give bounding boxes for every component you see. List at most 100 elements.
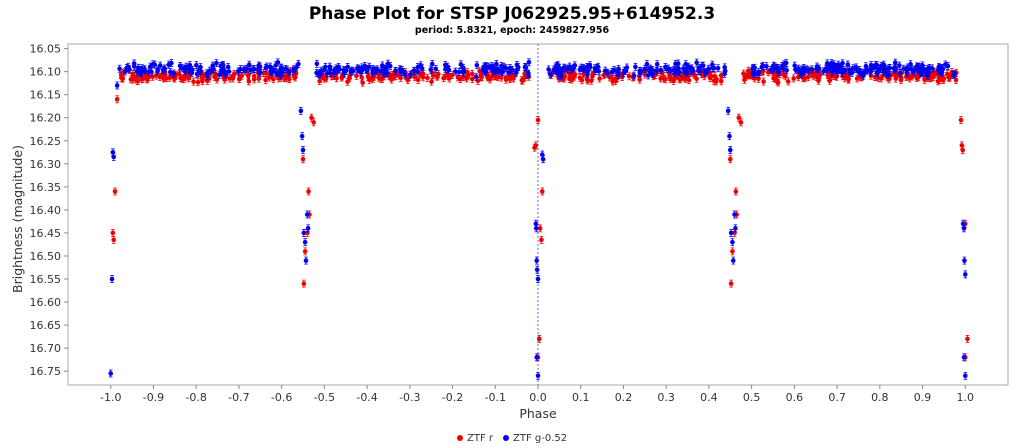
data-point <box>263 77 268 83</box>
data-point <box>752 65 758 71</box>
data-point <box>821 68 826 74</box>
data-point <box>469 76 475 82</box>
y-tick-label: 16.25 <box>30 135 62 148</box>
data-point <box>868 73 874 79</box>
data-point <box>142 66 147 72</box>
data-point <box>814 66 820 72</box>
data-point <box>108 371 114 376</box>
data-point <box>157 74 163 80</box>
data-point <box>420 71 426 77</box>
data-point <box>443 66 448 72</box>
x-tick-label: 0.3 <box>657 391 675 404</box>
data-point <box>535 117 541 123</box>
data-point <box>775 65 781 71</box>
data-point <box>829 69 835 75</box>
data-point <box>520 78 525 84</box>
data-point <box>939 69 945 75</box>
data-point <box>725 108 731 114</box>
data-point <box>534 258 540 263</box>
data-point <box>783 60 789 66</box>
data-point <box>109 276 115 282</box>
data-point <box>341 67 347 73</box>
data-point <box>730 239 735 245</box>
data-point <box>299 133 305 139</box>
data-point <box>304 212 310 217</box>
data-point <box>425 75 430 81</box>
data-point <box>715 65 721 71</box>
data-point <box>845 62 851 67</box>
data-point <box>294 65 299 70</box>
data-point <box>922 77 927 83</box>
data-point <box>733 226 738 231</box>
data-point <box>415 77 421 83</box>
data-point <box>645 73 651 78</box>
data-point <box>314 61 320 67</box>
y-tick-label: 16.55 <box>30 273 62 286</box>
data-point <box>318 68 324 74</box>
data-point <box>301 281 307 286</box>
data-point <box>853 65 859 70</box>
data-point <box>935 79 941 84</box>
data-point <box>961 226 967 231</box>
data-point <box>793 67 798 73</box>
data-point <box>675 61 681 66</box>
data-point <box>150 74 155 80</box>
data-point <box>648 70 654 75</box>
data-point <box>861 73 866 78</box>
data-point <box>835 66 841 71</box>
data-point <box>198 64 203 70</box>
data-point <box>360 67 365 73</box>
data-point <box>953 77 959 83</box>
data-point <box>961 355 967 360</box>
data-point <box>536 336 542 342</box>
data-point <box>150 61 156 67</box>
data-point <box>494 61 499 67</box>
data-point <box>616 66 621 72</box>
x-tick-label: 0.5 <box>743 391 761 404</box>
data-point <box>952 71 958 77</box>
data-point <box>314 70 319 76</box>
data-point <box>124 65 130 71</box>
data-point <box>498 75 504 80</box>
data-point <box>965 336 970 342</box>
data-point <box>873 62 878 68</box>
data-point <box>901 66 907 72</box>
data-point <box>355 66 360 71</box>
data-point <box>112 189 118 194</box>
data-point <box>781 72 786 77</box>
data-point <box>264 64 270 69</box>
data-point <box>283 73 288 79</box>
data-point <box>744 72 750 78</box>
x-tick-label: 0.8 <box>871 391 889 404</box>
data-point <box>760 63 766 69</box>
data-point <box>764 63 769 69</box>
data-point <box>186 76 192 81</box>
y-tick-label: 16.20 <box>30 112 62 125</box>
data-point <box>539 189 545 194</box>
data-point <box>897 70 903 76</box>
data-point <box>398 75 403 81</box>
data-point <box>840 60 845 66</box>
data-point <box>275 60 281 65</box>
data-point <box>220 63 225 69</box>
data-point <box>847 67 852 73</box>
data-point <box>455 75 461 80</box>
y-tick-label: 16.50 <box>30 250 62 263</box>
data-point <box>232 71 237 77</box>
data-point <box>865 68 870 73</box>
data-point <box>537 226 543 231</box>
data-point <box>707 75 713 81</box>
data-point <box>138 69 144 75</box>
data-point <box>120 76 125 82</box>
data-point <box>114 96 120 102</box>
data-point <box>464 69 470 75</box>
data-point <box>791 76 796 81</box>
x-tick-label: 1.0 <box>957 391 975 404</box>
data-point <box>194 62 199 68</box>
data-point <box>622 68 627 73</box>
data-point <box>818 72 823 77</box>
x-axis: -1.0 -0.9 -0.8 -0.7 -0.6 -0.5 -0.4 -0.3 -0.2 -0.1… <box>100 385 974 404</box>
data-point <box>534 355 540 360</box>
data-point <box>733 189 739 194</box>
